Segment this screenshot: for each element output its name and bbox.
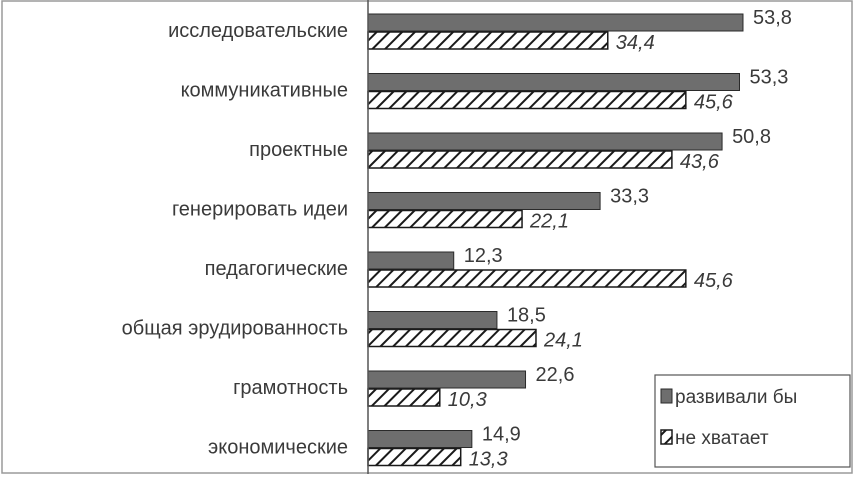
bar-ne-hvataet	[367, 447, 462, 467]
legend-label: развивали бы	[675, 387, 797, 408]
bars-layer: исследовательские 53,8 34,4 коммуникативные…	[122, 7, 792, 471]
bar-ne-hvataet	[367, 150, 673, 169]
bar-ne-hvataet	[367, 90, 687, 110]
data-label: 43,6	[680, 151, 720, 173]
data-label: 13,3	[469, 449, 508, 471]
category-label: исследовательские	[168, 20, 348, 42]
bar-ne-hvataet	[367, 31, 609, 50]
legend-swatch-solid	[660, 388, 673, 404]
legend: развивали бы не хватает	[654, 374, 851, 468]
bar-ne-hvataet	[367, 209, 523, 229]
bar-razvivali-by	[367, 132, 723, 151]
category-label: общая эрудированность	[122, 318, 348, 340]
legend-box	[654, 374, 851, 468]
bar-razvivali-by	[367, 430, 473, 448]
bar-ne-hvataet	[367, 388, 441, 407]
data-label: 34,4	[616, 32, 655, 54]
data-label: 14,9	[482, 424, 521, 446]
data-label: 18,5	[507, 305, 546, 327]
bar-ne-hvataet	[367, 328, 537, 348]
bar-ne-hvataet	[367, 269, 687, 288]
data-label: 50,8	[732, 126, 771, 148]
data-label: 45,6	[694, 270, 734, 292]
category-label: генерировать идеи	[172, 199, 348, 221]
bar-razvivali-by	[367, 311, 498, 329]
category-label: грамотность	[233, 377, 348, 399]
data-label: 45,6	[694, 92, 734, 114]
data-label: 33,3	[610, 186, 649, 208]
category-label: коммуникативные	[181, 80, 348, 102]
bar-razvivali-by	[367, 192, 601, 210]
data-label: 22,6	[536, 364, 575, 386]
bar-razvivali-by	[367, 251, 455, 270]
category-label: педагогические	[205, 258, 348, 280]
data-label: 24,1	[543, 330, 583, 352]
data-label: 53,3	[750, 67, 789, 89]
category-label: экономические	[208, 437, 348, 459]
bar-razvivali-by	[367, 370, 527, 389]
data-label: 53,8	[753, 7, 792, 29]
legend-label: не хватает	[675, 428, 769, 449]
category-label: проектные	[249, 139, 348, 161]
bar-razvivali-by	[367, 73, 741, 91]
data-label: 10,3	[448, 389, 487, 411]
legend-swatch-hatched	[660, 429, 673, 445]
data-label: 12,3	[464, 245, 503, 267]
bar-razvivali-by	[367, 13, 744, 32]
data-label: 22,1	[529, 211, 569, 233]
